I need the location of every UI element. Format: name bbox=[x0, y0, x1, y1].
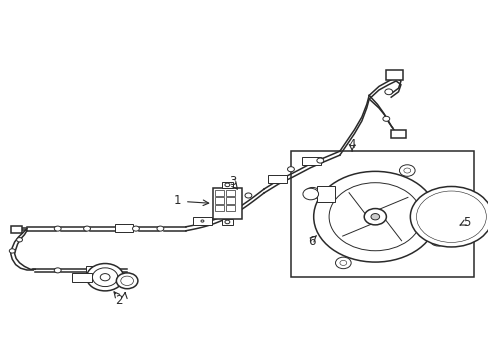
Bar bbox=[222, 181, 232, 188]
Circle shape bbox=[54, 226, 61, 231]
Bar bbox=[222, 219, 232, 225]
Circle shape bbox=[116, 273, 138, 289]
Text: 4: 4 bbox=[347, 138, 355, 151]
Circle shape bbox=[103, 268, 110, 273]
Bar bbox=[215, 205, 224, 211]
Circle shape bbox=[335, 257, 350, 269]
Circle shape bbox=[83, 226, 90, 231]
Bar bbox=[225, 197, 234, 204]
Circle shape bbox=[17, 238, 22, 242]
Circle shape bbox=[339, 260, 346, 265]
Circle shape bbox=[100, 274, 110, 281]
Circle shape bbox=[370, 213, 379, 220]
Bar bbox=[115, 224, 133, 232]
Bar bbox=[290, 151, 473, 277]
Circle shape bbox=[287, 167, 294, 172]
Circle shape bbox=[54, 268, 61, 273]
Circle shape bbox=[308, 191, 315, 196]
Bar bbox=[72, 273, 92, 282]
Bar bbox=[215, 190, 224, 196]
Bar bbox=[302, 157, 320, 165]
Circle shape bbox=[399, 165, 414, 176]
Bar bbox=[11, 226, 21, 233]
Circle shape bbox=[416, 191, 486, 242]
Bar bbox=[267, 175, 286, 183]
Circle shape bbox=[403, 168, 410, 173]
Bar bbox=[213, 188, 241, 219]
Bar bbox=[193, 217, 211, 225]
Circle shape bbox=[92, 268, 118, 287]
Circle shape bbox=[429, 234, 445, 246]
Text: 3: 3 bbox=[228, 175, 236, 188]
Bar bbox=[215, 197, 224, 204]
Circle shape bbox=[121, 276, 133, 285]
Circle shape bbox=[157, 226, 163, 231]
Text: 1: 1 bbox=[173, 194, 181, 207]
Circle shape bbox=[86, 264, 123, 291]
Circle shape bbox=[224, 183, 229, 186]
Bar bbox=[316, 186, 334, 202]
Circle shape bbox=[328, 183, 421, 251]
Bar bbox=[386, 70, 403, 80]
Circle shape bbox=[132, 226, 139, 231]
Circle shape bbox=[382, 116, 389, 121]
Circle shape bbox=[9, 249, 15, 253]
Bar bbox=[225, 205, 234, 211]
Circle shape bbox=[244, 193, 251, 198]
Circle shape bbox=[201, 220, 203, 222]
Bar bbox=[390, 130, 405, 138]
Bar bbox=[225, 190, 234, 196]
Circle shape bbox=[316, 158, 323, 163]
Text: 5: 5 bbox=[462, 216, 470, 229]
Circle shape bbox=[434, 238, 441, 243]
Circle shape bbox=[384, 89, 392, 95]
Circle shape bbox=[224, 220, 229, 224]
Circle shape bbox=[364, 208, 386, 225]
Text: 2: 2 bbox=[115, 294, 122, 307]
Circle shape bbox=[302, 188, 318, 200]
Circle shape bbox=[409, 186, 488, 247]
Text: 6: 6 bbox=[307, 235, 315, 248]
Bar bbox=[85, 266, 104, 274]
Circle shape bbox=[221, 206, 228, 211]
Circle shape bbox=[313, 171, 436, 262]
Circle shape bbox=[304, 188, 320, 199]
